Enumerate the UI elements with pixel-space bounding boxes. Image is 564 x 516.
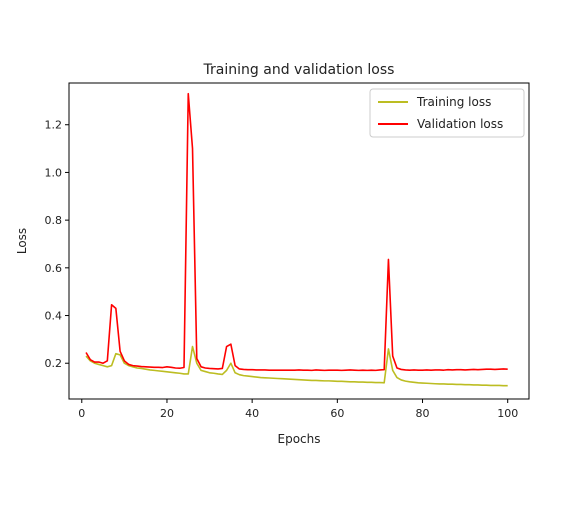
x-tick-label: 60 — [330, 407, 344, 420]
x-axis-label: Epochs — [278, 432, 321, 446]
y-tick-label: 0.2 — [45, 357, 63, 370]
legend-label-training-loss: Training loss — [416, 95, 491, 109]
y-tick-label: 0.8 — [45, 214, 63, 227]
y-axis-ticks: 0.2 0.4 0.6 0.8 1.0 1.2 — [45, 119, 69, 370]
x-tick-label: 40 — [245, 407, 259, 420]
series-line-training-loss — [85, 345, 508, 387]
legend-label-validation-loss: Validation loss — [417, 117, 503, 131]
y-tick-label: 1.0 — [45, 166, 63, 179]
y-tick-label: 0.6 — [45, 262, 63, 275]
legend: Training loss Validation loss — [369, 88, 525, 138]
x-axis-ticks: 0 20 40 60 80 100 — [78, 399, 518, 420]
y-tick-label: 1.2 — [45, 119, 63, 132]
x-tick-label: 0 — [78, 407, 85, 420]
x-tick-label: 80 — [416, 407, 430, 420]
series-line-validation-loss — [85, 92, 508, 372]
plot-area-frame — [68, 82, 530, 400]
y-axis-label: Loss — [15, 228, 29, 254]
chart-title: Training and validation loss — [203, 62, 395, 78]
x-tick-label: 100 — [497, 407, 518, 420]
series-layer — [85, 92, 508, 387]
legend-box — [369, 88, 525, 138]
y-tick-label: 0.4 — [45, 310, 63, 323]
x-tick-label: 20 — [160, 407, 174, 420]
